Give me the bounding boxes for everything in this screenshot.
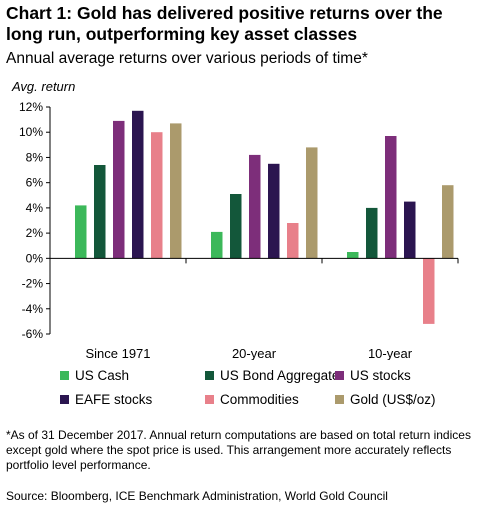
bar-commodities-20-year (287, 223, 299, 259)
bar-eafe-stocks-10-year (404, 201, 416, 259)
footnote: *As of 31 December 2017. Annual return c… (6, 428, 471, 472)
y-tick-label: 0% (26, 251, 44, 265)
bar-us-bond-aggregate-20-year (230, 194, 242, 259)
legend-swatch (205, 371, 214, 380)
legend-swatch (335, 395, 344, 404)
legend-swatch (335, 371, 344, 380)
x-category-label: 20-year (232, 346, 277, 360)
y-tick-label: -6% (22, 327, 44, 341)
bar-eafe-stocks-since-1971 (132, 110, 144, 259)
legend-item: US Bond Aggregate (205, 368, 339, 384)
bar-us-cash-20-year (211, 231, 223, 259)
y-tick-label: 12% (19, 100, 43, 114)
bar-gold-us-oz-since-1971 (170, 123, 182, 259)
y-tick-label: 8% (26, 150, 44, 164)
y-axis-label: Avg. return (12, 79, 76, 94)
bars-group (75, 110, 454, 324)
legend-item: US Cash (60, 368, 129, 384)
bar-eafe-stocks-20-year (268, 163, 280, 259)
bar-us-stocks-10-year (385, 136, 397, 259)
y-tick-label: -4% (22, 302, 44, 316)
legend-swatch (205, 395, 214, 404)
bar-us-bond-aggregate-10-year (366, 207, 378, 259)
bar-us-cash-10-year (347, 252, 359, 259)
legend-swatch (60, 371, 69, 380)
y-tick-label: 6% (26, 176, 44, 190)
axes-group: 12% 10% 8% 6% 4% 2% 0% -2% -4% -6% Since 1971 20-ye… (19, 100, 459, 360)
bar-commodities-since-1971 (151, 132, 163, 259)
legend-label: Commodities (220, 392, 299, 407)
legend-swatch (60, 395, 69, 404)
bar-chart: 12% 10% 8% 6% 4% 2% 0% -2% -4% -6% Since 1971 20-ye… (19, 100, 459, 360)
bar-us-bond-aggregate-since-1971 (94, 165, 106, 259)
x-category-label: Since 1971 (85, 346, 150, 360)
chart-subtitle: Annual average returns over various peri… (6, 50, 368, 67)
legend-item: Gold (US$/oz) (335, 392, 436, 408)
y-tick-label: 10% (19, 125, 43, 139)
legend-label: US Cash (75, 368, 130, 383)
bar-gold-us-oz-20-year (306, 147, 318, 259)
bar-us-stocks-20-year (249, 154, 261, 259)
legend-label: EAFE stocks (75, 392, 153, 407)
y-tick-label: -2% (22, 277, 44, 291)
y-tick-label: 4% (26, 201, 44, 215)
bar-us-stocks-since-1971 (113, 120, 125, 259)
chart-title: Chart 1: Gold has delivered positive ret… (6, 3, 443, 44)
legend-item: Commodities (205, 392, 299, 408)
legend-item: EAFE stocks (60, 392, 152, 408)
y-tick-label: 2% (26, 226, 44, 240)
bar-gold-us-oz-10-year (442, 185, 454, 259)
bar-us-cash-since-1971 (75, 205, 87, 259)
x-category-label: 10-year (368, 346, 413, 360)
legend-item: US stocks (335, 368, 411, 384)
legend-label: US Bond Aggregate (220, 368, 340, 383)
source-note: Source: Bloomberg, ICE Benchmark Adminis… (6, 489, 388, 503)
legend-label: Gold (US$/oz) (350, 392, 436, 407)
legend-label: US stocks (350, 368, 411, 383)
bar-commodities-10-year (423, 258, 435, 324)
